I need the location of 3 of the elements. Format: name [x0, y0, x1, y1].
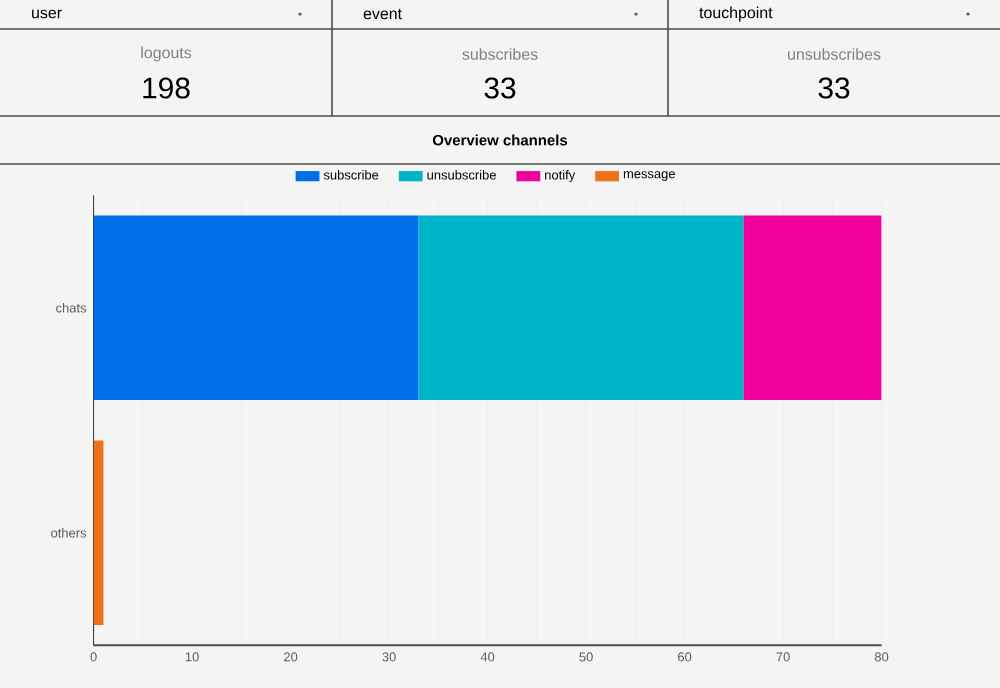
text: 198 [143, 77, 190, 99]
text: 33 [818, 77, 850, 99]
text: 33 [484, 77, 516, 99]
